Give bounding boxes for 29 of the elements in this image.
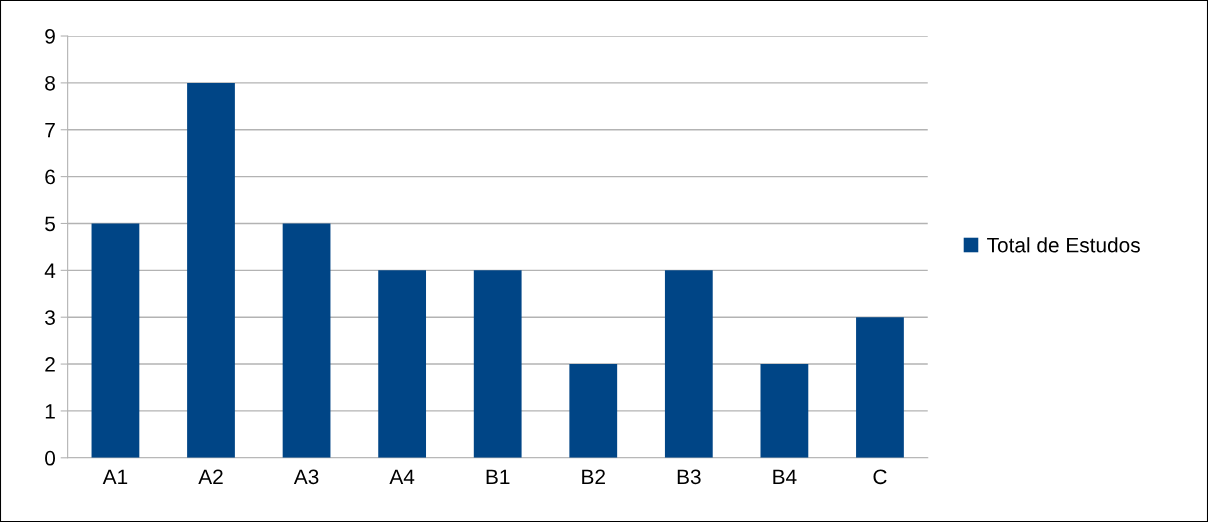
x-tick-label: A4	[389, 469, 415, 484]
y-tick-label: 6	[45, 169, 55, 185]
bar	[856, 317, 904, 458]
x-tick-label: B2	[582, 469, 605, 484]
x-tick-label: A2	[198, 469, 223, 484]
x-tick-label: B3	[677, 469, 701, 485]
bar	[569, 364, 618, 458]
y-tick-label: 3	[45, 310, 55, 325]
x-tick-label: C	[873, 469, 887, 485]
x-tick-label: A1	[102, 469, 128, 484]
y-tick-label: 9	[45, 29, 55, 44]
y-tick-label: 0	[45, 450, 56, 466]
y-tick-label: 8	[45, 75, 55, 91]
x-tick-label: B1	[486, 469, 510, 484]
x-tick-label: A3	[293, 469, 319, 485]
y-tick-label: 1	[45, 404, 55, 419]
bar	[664, 270, 713, 458]
bar	[187, 82, 235, 458]
y-tick-label: 7	[45, 122, 55, 138]
bar	[760, 364, 809, 458]
legend-label: Total de Estudos	[987, 237, 1140, 253]
y-tick-label: 4	[44, 263, 56, 278]
bar	[378, 270, 427, 458]
y-tick-label: 5	[45, 216, 55, 232]
bar	[473, 270, 522, 458]
bar	[282, 223, 331, 458]
y-tick-label: 2	[45, 357, 55, 372]
bar	[91, 223, 140, 458]
x-tick-label: B4	[773, 469, 797, 484]
